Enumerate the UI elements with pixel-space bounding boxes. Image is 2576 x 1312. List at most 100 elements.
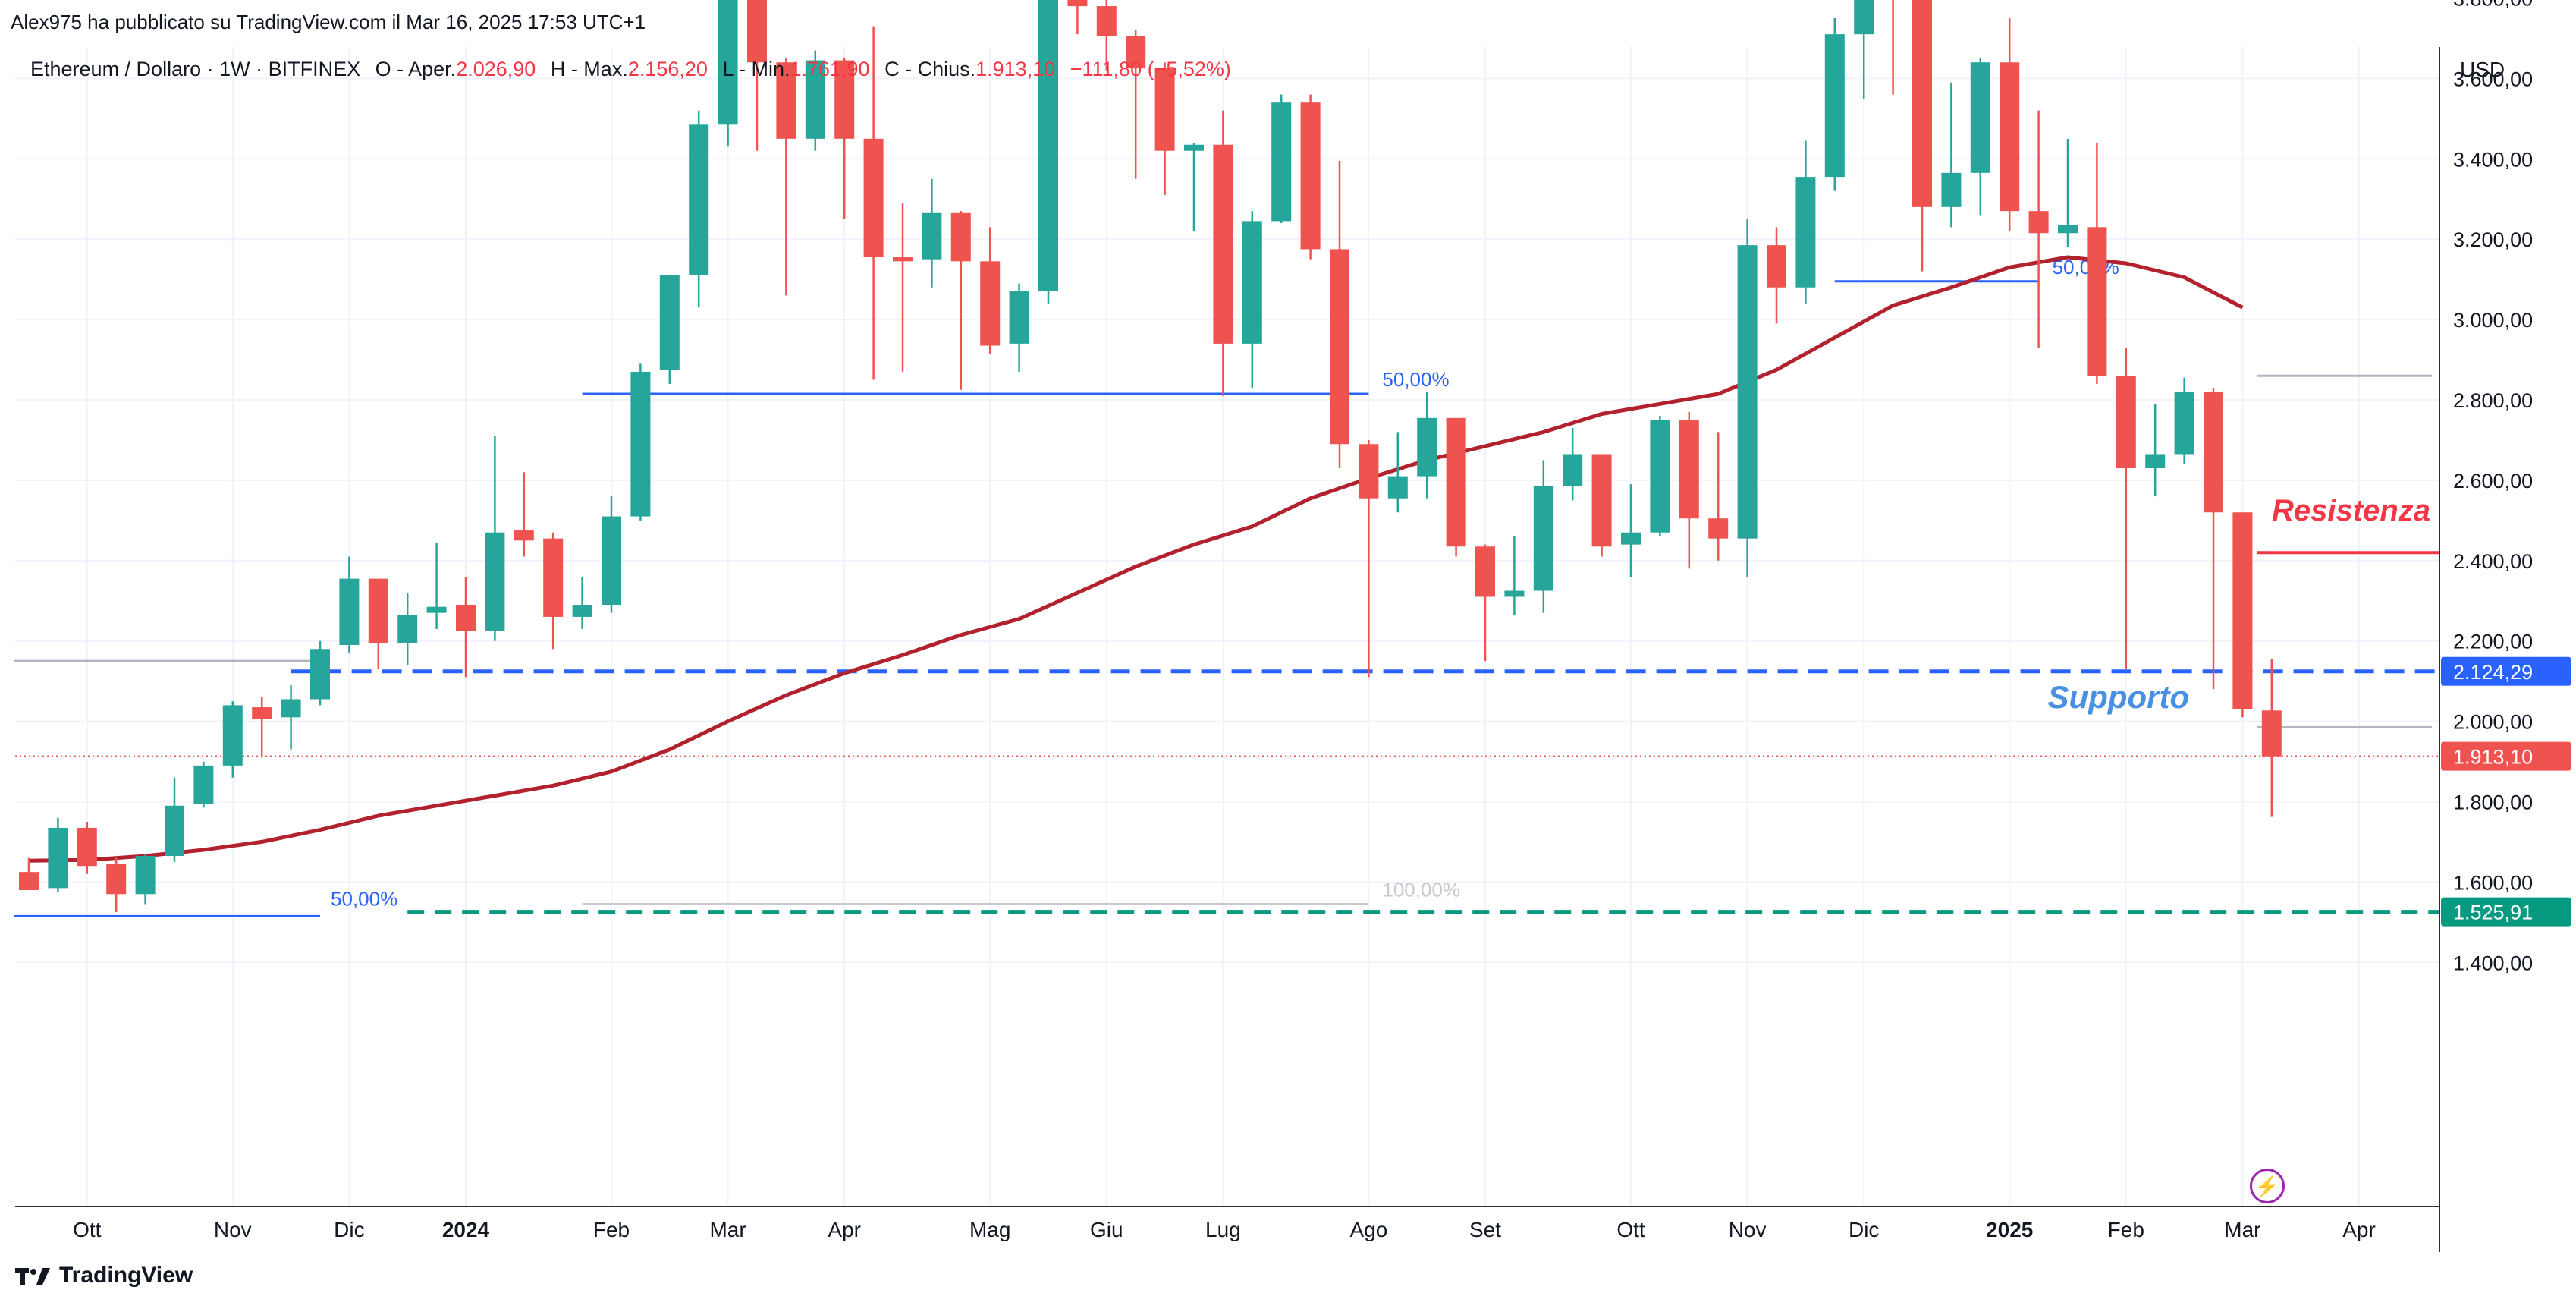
candle-body xyxy=(1912,0,1932,207)
time-tick-label: Nov xyxy=(214,1218,252,1241)
time-tick-label: Mag xyxy=(969,1218,1010,1241)
open-label: O - Aper. xyxy=(375,58,457,80)
time-tick-label: 2024 xyxy=(442,1218,490,1241)
price-tick-label: 3.000,00 xyxy=(2453,309,2533,332)
close-value: 1.913,10 xyxy=(975,58,1056,80)
candle-body xyxy=(747,0,767,63)
time-tick-label: Giu xyxy=(1090,1218,1123,1241)
candle-body xyxy=(1446,417,1466,547)
symbol-name[interactable]: Ethereum / Dollaro · 1W · BITFINEX xyxy=(30,58,361,80)
support-price-badge-label: 2.124,29 xyxy=(2453,661,2533,684)
candle-body xyxy=(1737,245,1758,539)
symbol-legend[interactable]: Ethereum / Dollaro · 1W · BITFINEX O - A… xyxy=(30,58,1231,81)
support-price-badge xyxy=(2441,656,2571,686)
green-level-price-badge xyxy=(2441,897,2571,927)
candle-body xyxy=(1417,417,1437,477)
candle-body xyxy=(1767,245,1786,288)
candle-body xyxy=(222,705,243,766)
price-tick-label: 2.400,00 xyxy=(2453,550,2533,573)
candle-body xyxy=(368,578,388,643)
candle-body xyxy=(1038,0,1058,292)
price-tick-label: 1.800,00 xyxy=(2453,791,2533,814)
candle-body xyxy=(1824,34,1845,178)
brand-name: TradingView xyxy=(59,1263,193,1288)
price-tick-label: 2.000,00 xyxy=(2453,711,2533,734)
candle-body xyxy=(2000,62,2020,212)
candle-body xyxy=(1213,144,1233,344)
time-tick-label: Ott xyxy=(73,1218,102,1241)
candle-body xyxy=(1387,476,1408,499)
candle-body xyxy=(1970,62,1990,173)
candle-body xyxy=(339,578,360,645)
time-tick-label: Apr xyxy=(828,1218,861,1241)
open-value: 2.026,90 xyxy=(456,58,536,80)
candle-body xyxy=(514,530,534,541)
high-label: H - Max. xyxy=(550,58,628,80)
candle-body xyxy=(1650,420,1670,533)
close-label: C - Chius. xyxy=(884,58,976,80)
candle-body xyxy=(1475,546,1495,597)
moving-average-line xyxy=(28,255,2244,863)
candle-body xyxy=(310,649,330,700)
candle-body xyxy=(1679,420,1699,519)
candle-body xyxy=(281,699,301,718)
candle-body xyxy=(1504,590,1525,597)
tradingview-brand[interactable]: TradingView xyxy=(15,1263,193,1288)
candle-body xyxy=(1563,454,1583,486)
support-annotation: Supporto xyxy=(2047,679,2189,715)
time-tick-label: Set xyxy=(1469,1218,1501,1241)
candle-body xyxy=(689,124,709,275)
lightning-icon[interactable]: ⚡ xyxy=(2250,1169,2285,1203)
candle-body xyxy=(2145,454,2166,469)
candle-body xyxy=(1009,291,1029,344)
candle-body xyxy=(1271,102,1292,222)
time-tick-label: Feb xyxy=(593,1218,630,1241)
candle-body xyxy=(659,275,680,370)
candle-body xyxy=(77,827,97,867)
price-tick-label: 2.200,00 xyxy=(2453,631,2533,653)
tradingview-logo-icon xyxy=(15,1268,50,1285)
candle-body xyxy=(1708,518,1729,539)
candle-body xyxy=(1154,68,1175,151)
time-tick-label: Feb xyxy=(2108,1218,2144,1241)
fib-small-label: 50,00% xyxy=(331,887,397,910)
candle-body xyxy=(48,827,68,889)
candle-body xyxy=(1621,532,1641,545)
candle-body xyxy=(2116,376,2136,469)
candle-body xyxy=(485,532,505,631)
candle-body xyxy=(893,257,913,262)
candle-body xyxy=(863,138,884,258)
candle-body xyxy=(922,212,942,260)
time-tick-label: Dic xyxy=(334,1218,364,1241)
candle-body xyxy=(1795,177,1816,288)
last-price-badge-label: 1.913,10 xyxy=(2453,746,2533,769)
price-tick-label: 1.400,00 xyxy=(2453,952,2533,974)
time-tick-label: Apr xyxy=(2342,1218,2376,1241)
candle-body xyxy=(1330,249,1349,445)
price-tick-label: 3.600,00 xyxy=(2453,68,2533,90)
candle-body xyxy=(1854,0,1874,35)
candle-body xyxy=(1941,172,1962,207)
candle-body xyxy=(602,516,621,606)
change-value: −111,80 (−5,52%) xyxy=(1070,58,1231,80)
low-label: L - Min. xyxy=(722,58,790,80)
candle-body xyxy=(1242,221,1262,344)
price-tick-label: 2.600,00 xyxy=(2453,470,2533,492)
price-tick-label: 3.200,00 xyxy=(2453,228,2533,251)
candle-body xyxy=(834,60,855,139)
time-tick-label: Ott xyxy=(1616,1218,1645,1241)
candle-body xyxy=(2204,392,2223,513)
candle-body xyxy=(106,864,127,895)
candle-body xyxy=(193,765,214,804)
resistance-annotation: Resistenza xyxy=(2272,494,2430,527)
candle-body xyxy=(2087,227,2107,376)
price-tick-label: 3.400,00 xyxy=(2453,148,2533,171)
fib-left-label: 100,00% xyxy=(1382,879,1460,901)
candle-body xyxy=(135,855,156,895)
time-tick-label: Nov xyxy=(1729,1218,1767,1241)
currency-selector[interactable]: USD xyxy=(2460,58,2505,81)
last-price-badge xyxy=(2441,741,2571,771)
time-tick-label: Mar xyxy=(2224,1218,2260,1241)
candles-group xyxy=(19,0,2282,913)
